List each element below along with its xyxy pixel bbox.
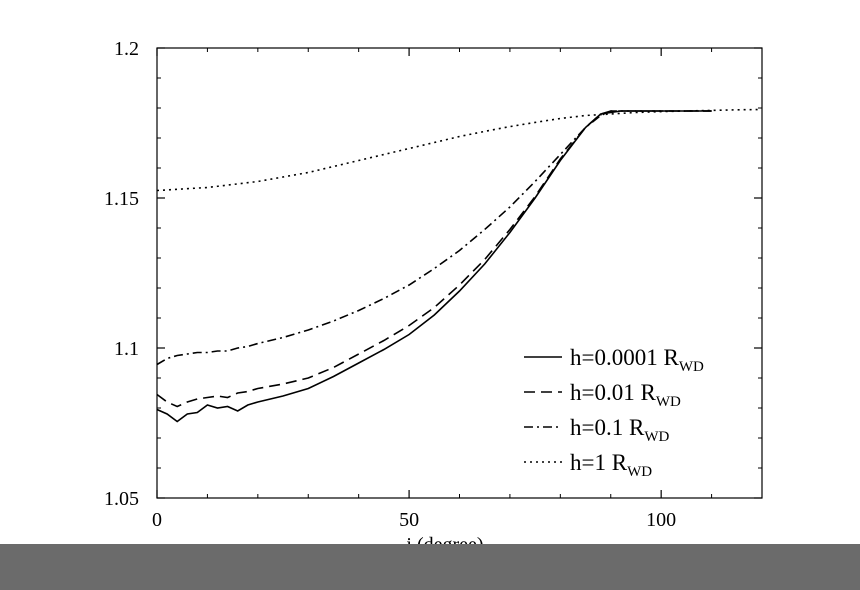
series-line-1 (156, 110, 712, 423)
legend-label-main: h=0.01 R (570, 380, 656, 405)
series-line-3 (156, 110, 712, 366)
x-tick-label: 100 (646, 509, 676, 531)
legend-label-subscript: WD (627, 464, 652, 480)
legend-label-subscript: WD (679, 359, 704, 375)
y-tick-label: 1.1 (114, 338, 139, 360)
x-tick-label: 0 (152, 509, 162, 531)
legend-label-1: h=0.0001 RWD (570, 345, 704, 375)
figure-bottom-band (0, 544, 860, 590)
y-tick-label: 1.2 (114, 38, 139, 60)
legend-label-main: h=0.0001 R (570, 345, 679, 370)
legend-label-2: h=0.01 RWD (570, 380, 681, 410)
legend-label-main: h=0.1 R (570, 415, 645, 440)
x-tick-label: 50 (399, 509, 419, 531)
legend-label-subscript: WD (644, 429, 669, 445)
legend-label-3: h=0.1 RWD (570, 415, 669, 445)
y-tick-label: 1.05 (104, 488, 139, 510)
y-tick-label: 1.15 (104, 188, 139, 210)
legend-label-4: h=1 RWD (570, 450, 652, 480)
legend-label-subscript: WD (656, 394, 681, 410)
legend-label-main: h=1 R (570, 450, 628, 475)
axis-ticks: 0 50 100 1.05 1.1 1.15 1.2 (104, 38, 762, 531)
series-layer (156, 108, 763, 423)
series-line-4 (156, 108, 763, 192)
